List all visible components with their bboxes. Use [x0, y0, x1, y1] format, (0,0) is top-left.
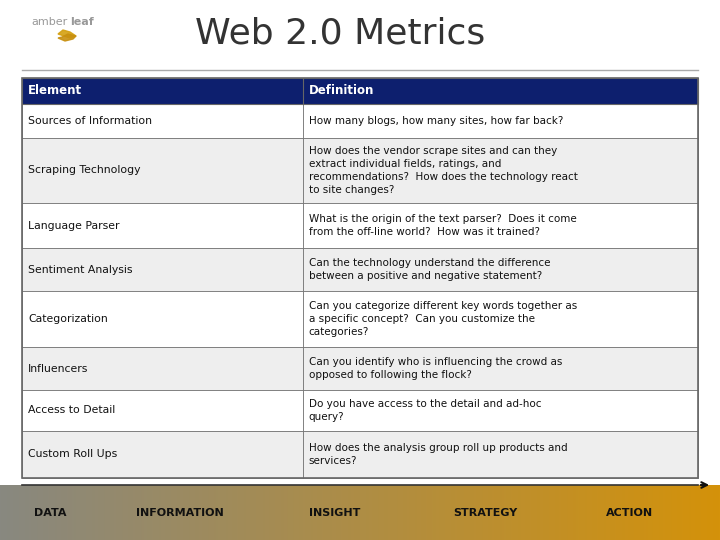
Text: How many blogs, how many sites, how far back?: How many blogs, how many sites, how far …	[309, 116, 563, 126]
Text: Access to Detail: Access to Detail	[28, 406, 115, 415]
Text: Custom Roll Ups: Custom Roll Ups	[28, 449, 117, 460]
Bar	[22, 203, 302, 248]
Text: INSIGHT: INSIGHT	[310, 508, 361, 517]
Bar	[302, 248, 698, 291]
Text: Do you have access to the detail and ad-hoc
query?: Do you have access to the detail and ad-…	[309, 399, 541, 422]
Bar	[302, 291, 698, 347]
Bar	[22, 248, 302, 291]
Text: Sources of Information: Sources of Information	[28, 116, 152, 126]
Text: INFORMATION: INFORMATION	[136, 508, 224, 517]
Text: ACTION: ACTION	[606, 508, 654, 517]
Text: leaf: leaf	[70, 17, 94, 27]
Bar	[302, 138, 698, 203]
Text: amber: amber	[32, 17, 68, 27]
Text: Can you categorize different key words together as
a specific concept?  Can you : Can you categorize different key words t…	[309, 301, 577, 337]
Bar	[22, 390, 302, 431]
Text: DATA: DATA	[34, 508, 66, 517]
Text: Sentiment Analysis: Sentiment Analysis	[28, 265, 132, 275]
Text: Scraping Technology: Scraping Technology	[28, 165, 140, 176]
Text: Influencers: Influencers	[28, 364, 89, 374]
Text: Web 2.0 Metrics: Web 2.0 Metrics	[195, 16, 485, 50]
Text: Can you identify who is influencing the crowd as
opposed to following the flock?: Can you identify who is influencing the …	[309, 357, 562, 380]
Bar	[22, 291, 302, 347]
Text: Categorization: Categorization	[28, 314, 108, 324]
Bar	[302, 390, 698, 431]
Bar	[22, 138, 302, 203]
Text: Definition: Definition	[309, 84, 374, 98]
Bar	[22, 78, 698, 478]
Text: How does the vendor scrape sites and can they
extract individual fields, ratings: How does the vendor scrape sites and can…	[309, 146, 577, 194]
Bar	[302, 203, 698, 248]
Bar	[22, 431, 302, 478]
Bar	[22, 104, 302, 138]
Bar	[22, 78, 698, 104]
Polygon shape	[58, 30, 76, 38]
Bar	[302, 104, 698, 138]
Text: STRATEGY: STRATEGY	[453, 508, 517, 517]
Text: How does the analysis group roll up products and
services?: How does the analysis group roll up prod…	[309, 443, 567, 465]
Text: Element: Element	[28, 84, 82, 98]
Bar	[302, 431, 698, 478]
Polygon shape	[58, 34, 76, 41]
Bar	[22, 347, 302, 390]
Text: Can the technology understand the difference
between a positive and negative sta: Can the technology understand the differ…	[309, 258, 550, 281]
Bar	[302, 347, 698, 390]
Text: What is the origin of the text parser?  Does it come
from the off-line world?  H: What is the origin of the text parser? D…	[309, 214, 576, 237]
Text: Language Parser: Language Parser	[28, 221, 120, 231]
